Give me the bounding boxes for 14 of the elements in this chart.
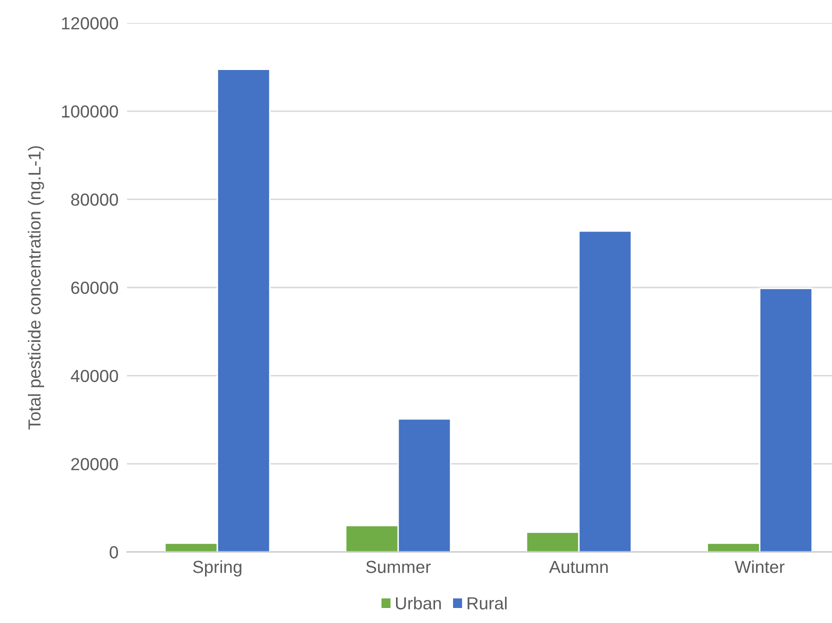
x-tick-label: Spring xyxy=(193,560,242,577)
y-tick-label: 60000 xyxy=(71,282,118,294)
legend-label: Urban xyxy=(396,596,441,610)
y-tick-label: 120000 xyxy=(62,17,118,30)
y-tick-label: 40000 xyxy=(70,370,118,382)
legend-label: Rural xyxy=(468,596,507,610)
x-tick-label: Autumn xyxy=(549,560,608,574)
y-tick-label: 100000 xyxy=(62,105,118,118)
x-tick-label: Winter xyxy=(734,560,784,574)
y-tick-label: 0 xyxy=(110,546,118,558)
x-tick-label: Summer xyxy=(366,560,431,574)
y-tick-label: 80000 xyxy=(71,194,118,206)
y-axis-title: Total pesticide concentration (ng.L-1) xyxy=(28,146,44,430)
y-tick-label: 20000 xyxy=(71,458,118,470)
